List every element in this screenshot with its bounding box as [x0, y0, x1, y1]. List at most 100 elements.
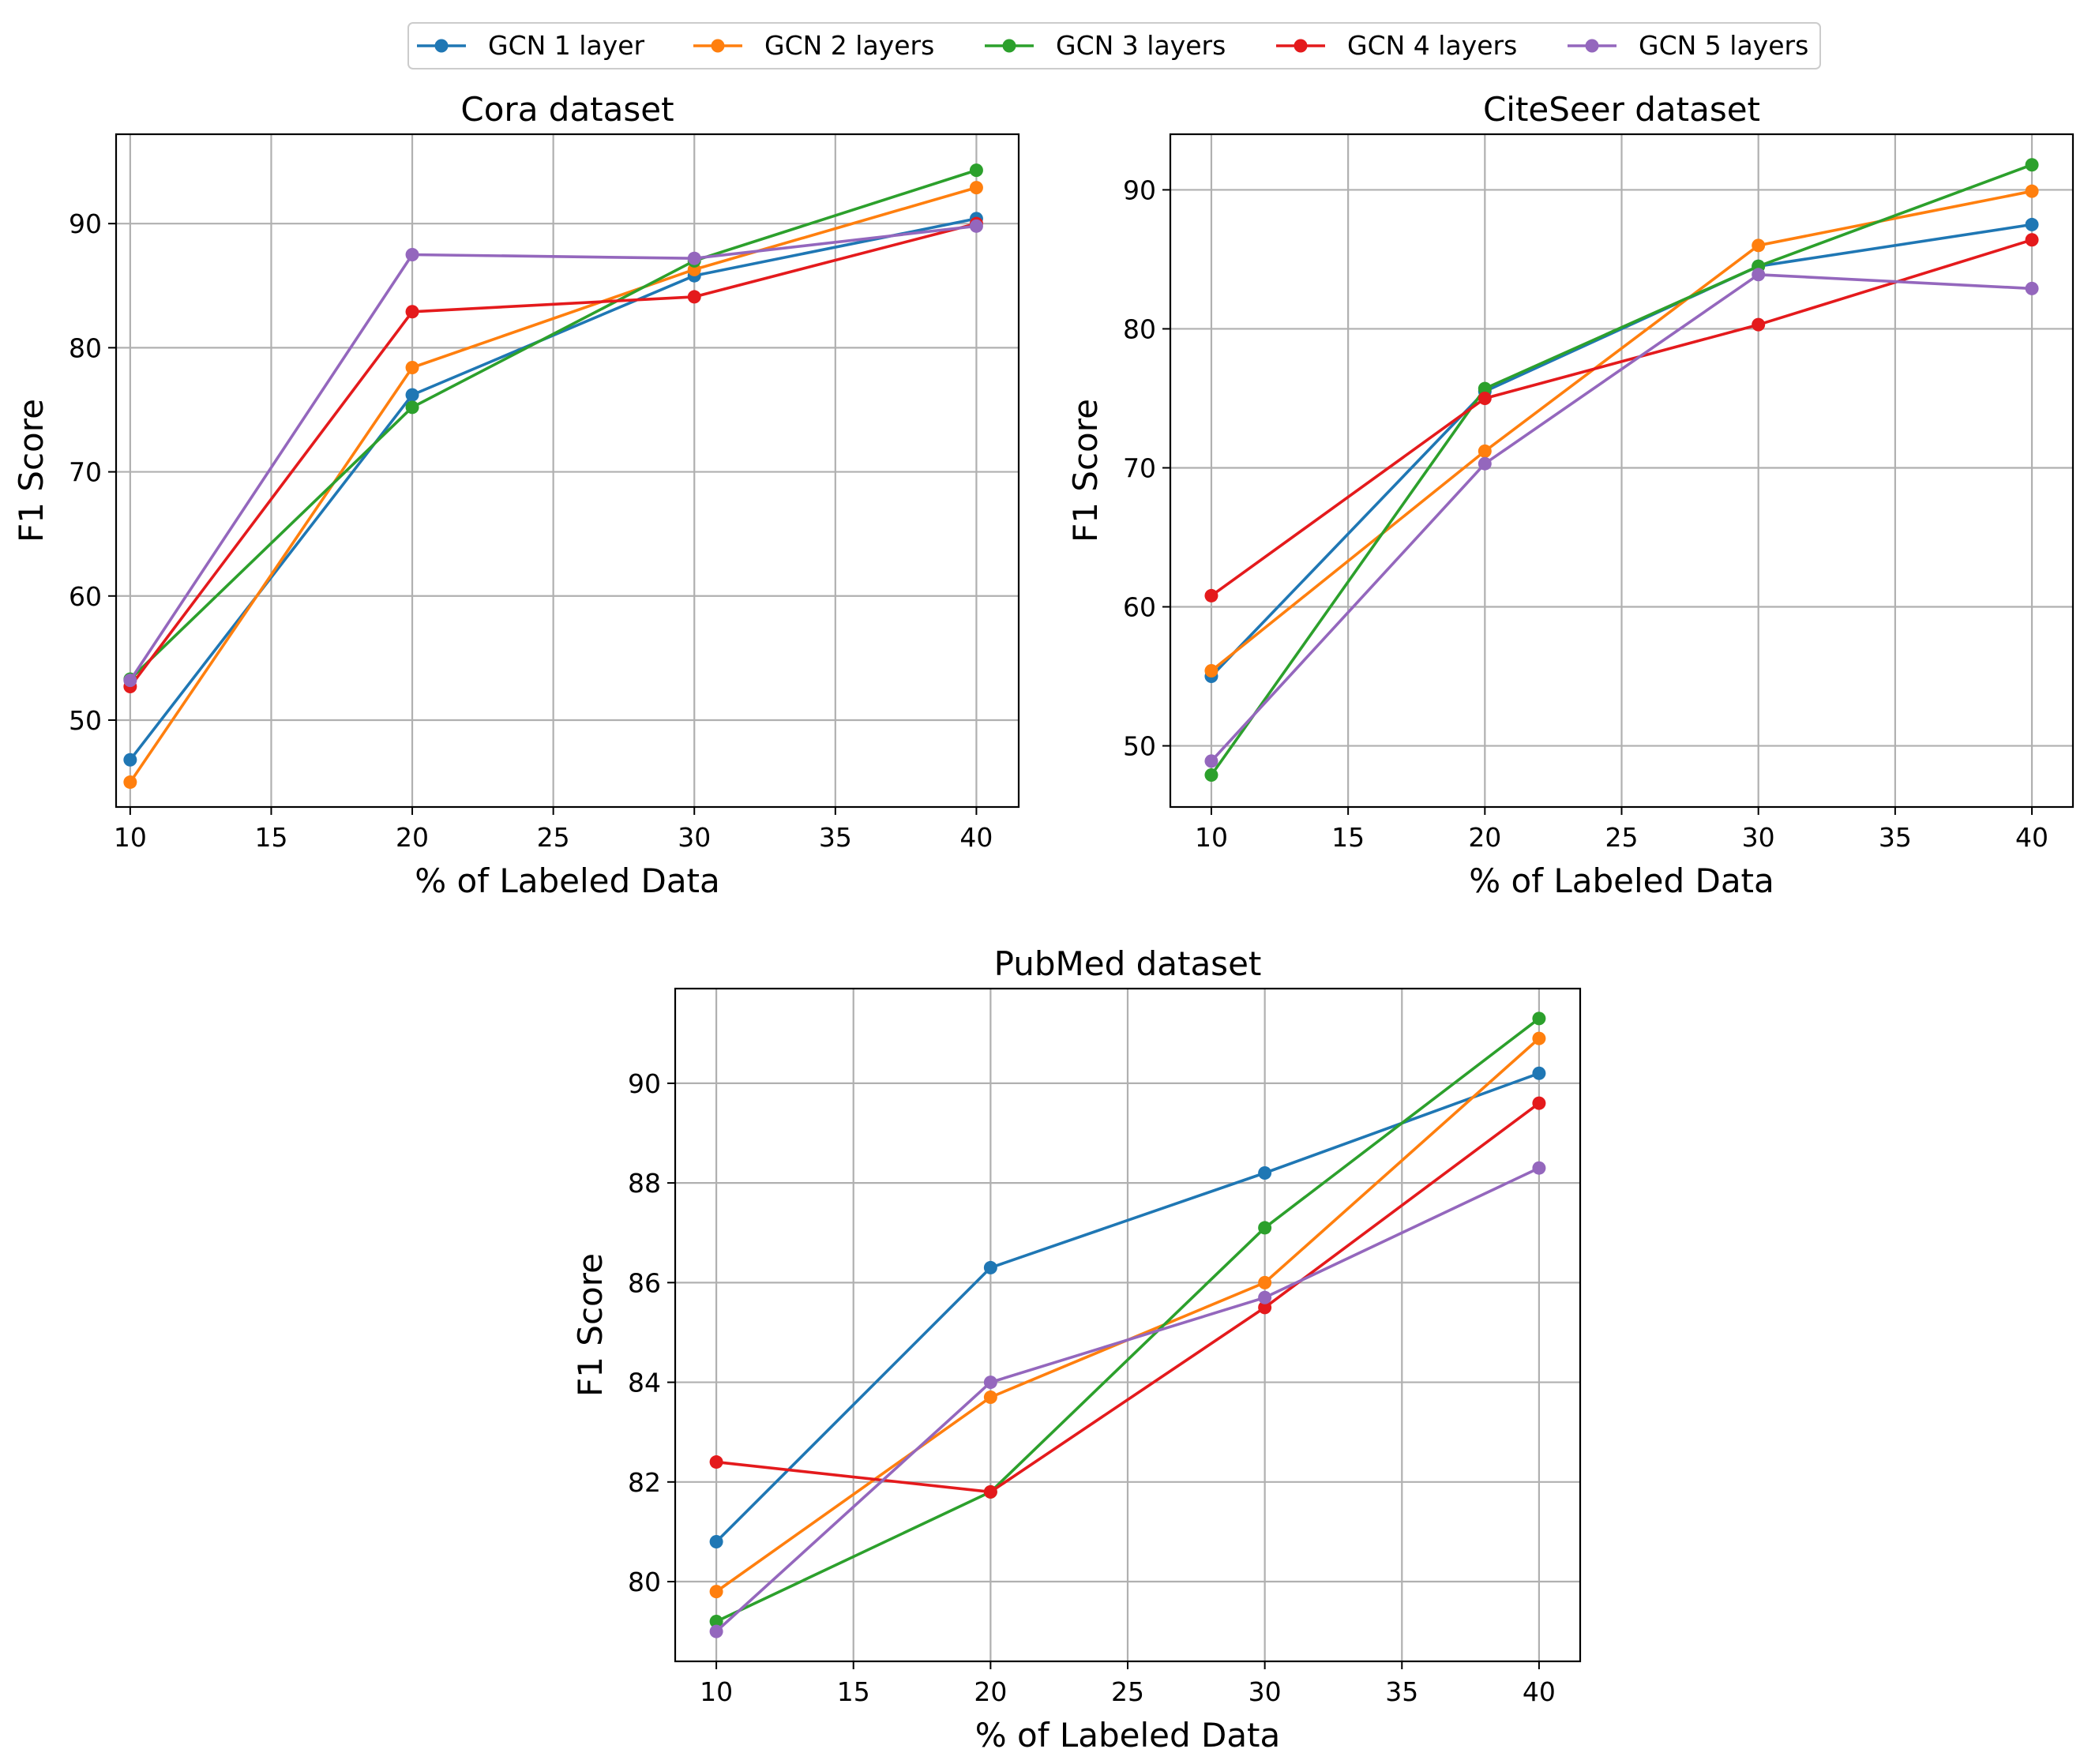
- data-point-gcn-4-layers: [1478, 391, 1492, 405]
- cora-chart: 10 15 20 25 30 35 40 50 60 70 80 90 Cora dataset % of…: [12, 90, 1020, 900]
- x-tick-label: 10: [114, 822, 147, 853]
- legend-swatch-marker: [434, 39, 449, 53]
- y-tick-label: 80: [69, 332, 102, 363]
- data-point-gcn-2-layers: [1532, 1031, 1546, 1045]
- legend-label-gcn-3-layers: GCN 3 layers: [1056, 30, 1226, 61]
- data-point-gcn-5-layers: [2025, 281, 2039, 295]
- data-point-gcn-4-layers: [687, 290, 701, 304]
- data-point-gcn-3-layers: [1478, 381, 1492, 396]
- data-point-gcn-5-layers: [709, 1624, 723, 1638]
- data-point-gcn-1-layer: [405, 388, 419, 402]
- x-tick-label: 15: [254, 822, 287, 853]
- x-tick-label: 20: [974, 1676, 1007, 1707]
- y-tick-label: 50: [1123, 731, 1156, 762]
- axes-frame: [115, 133, 1020, 809]
- data-point-gcn-1-layer: [1532, 1066, 1546, 1080]
- x-tick-label: 25: [1111, 1676, 1144, 1707]
- data-point-gcn-5-layers: [687, 251, 701, 265]
- series-line-gcn-4-layers: [715, 1102, 1541, 1494]
- series-line-gcn-5-layers: [1210, 272, 2033, 763]
- x-tick-label: 40: [2015, 822, 2048, 853]
- data-point-gcn-2-layers: [709, 1585, 723, 1599]
- legend-swatch-marker: [1294, 39, 1308, 53]
- axes-frame: [674, 987, 1582, 1663]
- legend-label-gcn-2-layers: GCN 2 layers: [764, 30, 934, 61]
- data-point-gcn-4-layers: [1532, 1096, 1546, 1110]
- y-tick-label: 86: [628, 1267, 661, 1298]
- data-point-gcn-4-layers: [1752, 317, 1766, 332]
- y-tick-label: 90: [69, 208, 102, 239]
- y-tick-label: 80: [628, 1567, 661, 1597]
- chart-title: PubMed dataset: [994, 944, 1262, 983]
- data-point-gcn-1-layer: [1258, 1166, 1272, 1180]
- data-point-gcn-3-layers: [1532, 1011, 1546, 1026]
- data-point-gcn-4-layers: [1258, 1300, 1272, 1315]
- data-point-gcn-5-layers: [123, 674, 137, 688]
- x-tick-label: 30: [1742, 822, 1775, 853]
- data-point-gcn-1-layer: [983, 1260, 997, 1274]
- data-point-gcn-2-layers: [1258, 1275, 1272, 1289]
- x-tick-label: 30: [678, 822, 711, 853]
- data-point-gcn-5-layers: [969, 219, 983, 233]
- series-line-gcn-3-layers: [1210, 163, 2033, 777]
- x-axis-title: % of Labeled Data: [1469, 861, 1774, 900]
- data-point-gcn-3-layers: [405, 400, 419, 415]
- series-line-gcn-5-layers: [715, 1166, 1541, 1633]
- legend-swatch-marker: [711, 39, 725, 53]
- x-tick-label: 35: [819, 822, 852, 853]
- x-axis-title: % of Labeled Data: [415, 861, 720, 900]
- chart-title: CiteSeer dataset: [1483, 90, 1760, 129]
- legend-label-gcn-5-layers: GCN 5 layers: [1639, 30, 1808, 61]
- y-tick-label: 80: [1123, 313, 1156, 344]
- data-point-gcn-5-layers: [405, 247, 419, 261]
- x-tick-label: 35: [1879, 822, 1912, 853]
- y-tick-label: 60: [1123, 592, 1156, 623]
- x-tick-label: 15: [837, 1676, 870, 1707]
- series-line-gcn-2-layers: [129, 186, 978, 784]
- data-point-gcn-2-layers: [123, 775, 137, 790]
- series-line-gcn-3-layers: [129, 168, 978, 681]
- data-point-gcn-4-layers: [983, 1484, 997, 1499]
- data-point-gcn-5-layers: [1258, 1290, 1272, 1304]
- data-point-gcn-5-layers: [983, 1376, 997, 1390]
- y-tick-label: 88: [628, 1168, 661, 1199]
- data-point-gcn-2-layers: [983, 1391, 997, 1405]
- y-axis-title: F1 Score: [571, 1253, 610, 1397]
- data-point-gcn-1-layer: [123, 753, 137, 767]
- data-point-gcn-4-layers: [405, 305, 419, 319]
- data-point-gcn-4-layers: [2025, 233, 2039, 247]
- y-tick-label: 84: [628, 1368, 661, 1398]
- legend-swatch-marker: [1585, 39, 1599, 53]
- data-point-gcn-2-layers: [405, 361, 419, 375]
- chart-title: Cora dataset: [460, 90, 674, 129]
- axes-frame: [1169, 133, 2075, 809]
- data-point-gcn-2-layers: [1752, 238, 1766, 253]
- y-tick-label: 82: [628, 1467, 661, 1498]
- x-tick-label: 25: [1605, 822, 1639, 853]
- x-tick-label: 20: [396, 822, 429, 853]
- x-tick-label: 40: [959, 822, 993, 853]
- data-point-gcn-2-layers: [969, 181, 983, 195]
- data-point-gcn-5-layers: [1478, 456, 1492, 471]
- data-point-gcn-3-layers: [969, 163, 983, 178]
- y-tick-label: 90: [1123, 175, 1156, 205]
- data-point-gcn-5-layers: [1752, 268, 1766, 282]
- data-point-gcn-3-layers: [1258, 1221, 1272, 1235]
- data-point-gcn-5-layers: [1204, 754, 1218, 768]
- data-point-gcn-1-layer: [2025, 217, 2039, 231]
- legend-swatch-marker: [1002, 39, 1016, 53]
- x-tick-label: 20: [1468, 822, 1501, 853]
- y-tick-label: 70: [69, 457, 102, 488]
- data-point-gcn-5-layers: [1532, 1161, 1546, 1175]
- x-axis-title: % of Labeled Data: [975, 1716, 1281, 1755]
- legend-frame: [407, 22, 1821, 69]
- data-point-gcn-2-layers: [1478, 444, 1492, 458]
- legend-label-gcn-1-layer: GCN 1 layer: [488, 30, 644, 61]
- legend-label-gcn-4-layers: GCN 4 layers: [1347, 30, 1517, 61]
- y-axis-title: F1 Score: [1066, 399, 1105, 542]
- data-point-gcn-2-layers: [1204, 663, 1218, 677]
- y-tick-label: 70: [1123, 452, 1156, 483]
- y-axis-title: F1 Score: [12, 399, 51, 542]
- citeseer-chart: 10 15 20 25 30 35 40 50 60 70 80 90 CiteSeer dataset…: [1066, 90, 2075, 900]
